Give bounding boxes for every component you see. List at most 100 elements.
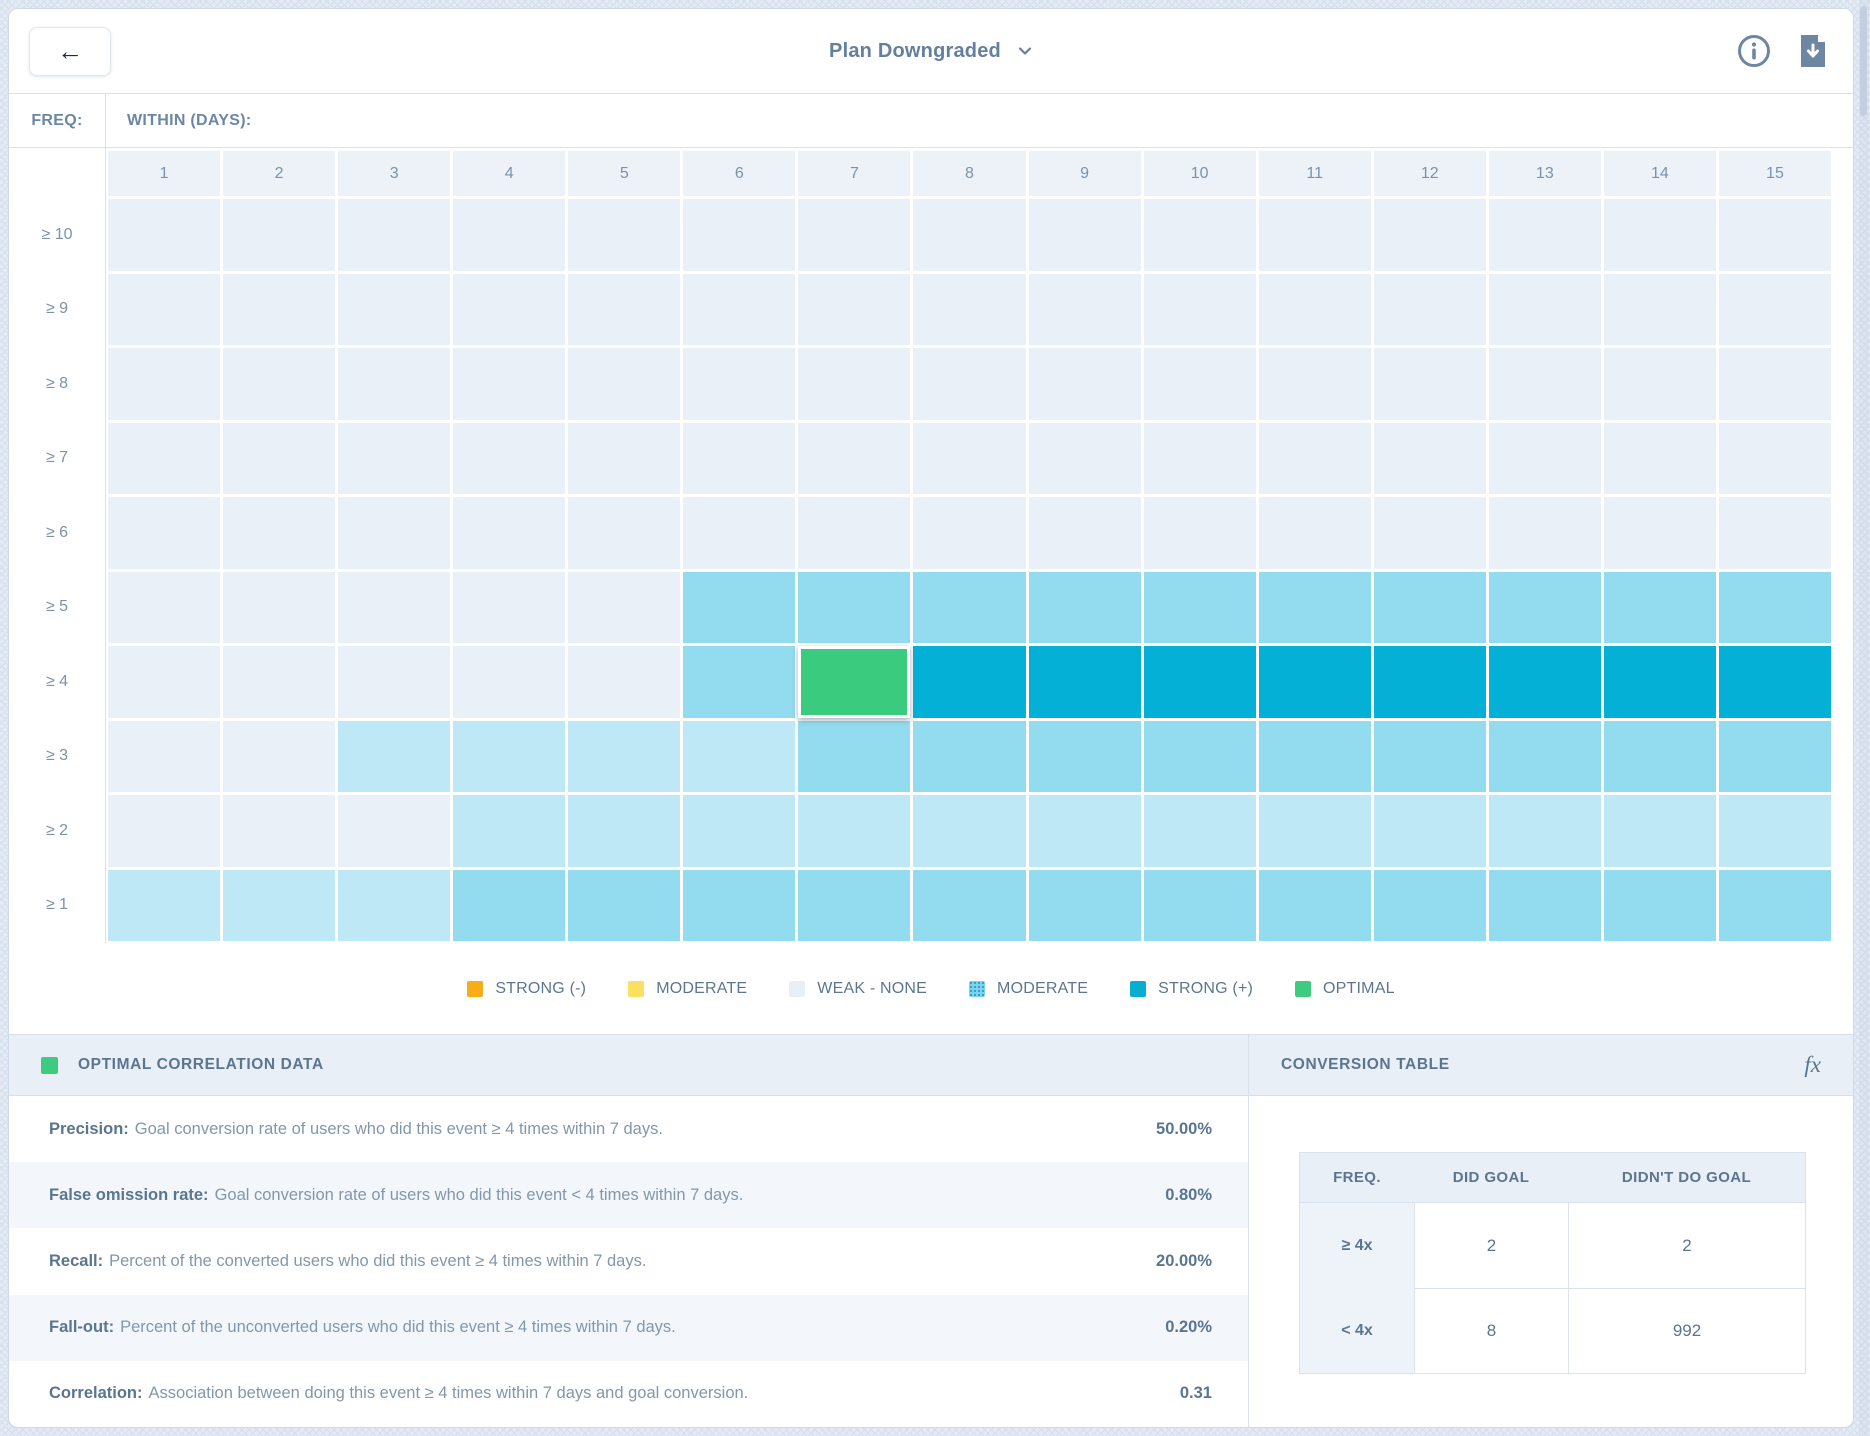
heatmap-cell[interactable] [1488, 571, 1601, 643]
heatmap-cell[interactable] [108, 273, 221, 345]
heatmap-cell[interactable] [1488, 720, 1601, 792]
heatmap-cell[interactable] [568, 199, 681, 271]
heatmap-cell[interactable] [453, 795, 566, 867]
heatmap-cell[interactable] [798, 348, 911, 420]
heatmap-cell[interactable] [1488, 795, 1601, 867]
heatmap-cell[interactable] [1143, 422, 1256, 494]
heatmap-cell[interactable] [338, 720, 451, 792]
heatmap-cell[interactable] [338, 795, 451, 867]
heatmap-cell[interactable] [1603, 273, 1716, 345]
heatmap-cell[interactable] [1258, 646, 1371, 718]
heatmap-cell[interactable] [1258, 795, 1371, 867]
heatmap-cell[interactable] [683, 422, 796, 494]
heatmap-cell[interactable] [338, 422, 451, 494]
heatmap-cell[interactable] [1143, 348, 1256, 420]
heatmap-cell[interactable] [913, 273, 1026, 345]
heatmap-cell[interactable] [1373, 869, 1486, 941]
heatmap-cell[interactable] [1718, 199, 1831, 271]
heatmap-cell[interactable] [223, 869, 336, 941]
heatmap-cell[interactable] [798, 571, 911, 643]
heatmap-cell[interactable] [108, 795, 221, 867]
heatmap-cell[interactable] [1373, 497, 1486, 569]
heatmap-cell[interactable] [568, 273, 681, 345]
heatmap-cell[interactable] [1143, 199, 1256, 271]
info-icon[interactable] [1737, 34, 1771, 68]
back-button[interactable]: ← [29, 27, 111, 76]
heatmap-cell[interactable] [568, 869, 681, 941]
heatmap-cell[interactable] [1028, 869, 1141, 941]
heatmap-cell[interactable] [223, 497, 336, 569]
heatmap-cell[interactable] [1143, 795, 1256, 867]
heatmap-cell[interactable] [223, 795, 336, 867]
heatmap-cell[interactable] [1718, 497, 1831, 569]
heatmap-cell[interactable] [798, 795, 911, 867]
heatmap-cell[interactable] [1603, 348, 1716, 420]
heatmap-cell[interactable] [913, 646, 1026, 718]
heatmap-cell[interactable] [798, 720, 911, 792]
formula-fx-icon[interactable]: fx [1804, 1052, 1821, 1077]
heatmap-cell[interactable] [1718, 273, 1831, 345]
heatmap-cell[interactable] [1143, 273, 1256, 345]
heatmap-cell[interactable] [108, 348, 221, 420]
heatmap-cell[interactable] [1028, 199, 1141, 271]
heatmap-cell[interactable] [1718, 720, 1831, 792]
heatmap-cell[interactable] [1718, 646, 1831, 718]
heatmap-cell[interactable] [1718, 422, 1831, 494]
heatmap-cell[interactable] [453, 348, 566, 420]
heatmap-cell[interactable] [1028, 422, 1141, 494]
heatmap-cell[interactable] [1258, 497, 1371, 569]
heatmap-cell[interactable] [1718, 571, 1831, 643]
heatmap-cell[interactable] [108, 199, 221, 271]
heatmap-cell[interactable] [1718, 348, 1831, 420]
heatmap-cell[interactable] [798, 199, 911, 271]
heatmap-cell[interactable] [1488, 348, 1601, 420]
heatmap-cell[interactable] [1258, 869, 1371, 941]
heatmap-cell[interactable] [1028, 795, 1141, 867]
heatmap-cell[interactable] [453, 199, 566, 271]
heatmap-cell[interactable] [338, 646, 451, 718]
heatmap-cell[interactable] [1143, 497, 1256, 569]
heatmap-cell[interactable] [1258, 348, 1371, 420]
heatmap-cell[interactable] [913, 795, 1026, 867]
heatmap-cell[interactable] [108, 422, 221, 494]
heatmap-cell[interactable] [1488, 199, 1601, 271]
heatmap-cell[interactable] [683, 497, 796, 569]
heatmap-cell[interactable] [223, 273, 336, 345]
heatmap-cell[interactable] [1488, 422, 1601, 494]
heatmap-cell[interactable] [338, 348, 451, 420]
heatmap-cell[interactable] [338, 199, 451, 271]
title-dropdown[interactable]: Plan Downgraded [9, 9, 1853, 93]
heatmap-cell[interactable] [1603, 869, 1716, 941]
heatmap-cell[interactable] [798, 869, 911, 941]
heatmap-cell[interactable] [1258, 422, 1371, 494]
heatmap-cell[interactable] [108, 869, 221, 941]
heatmap-cell[interactable] [913, 720, 1026, 792]
heatmap-cell[interactable] [1028, 571, 1141, 643]
heatmap-cell[interactable] [1373, 646, 1486, 718]
heatmap-cell[interactable] [453, 571, 566, 643]
heatmap-cell[interactable] [798, 497, 911, 569]
heatmap-cell[interactable] [453, 646, 566, 718]
heatmap-cell[interactable] [1373, 422, 1486, 494]
heatmap-cell[interactable] [223, 571, 336, 643]
heatmap-cell[interactable] [1143, 869, 1256, 941]
heatmap-cell[interactable] [108, 497, 221, 569]
heatmap-cell[interactable] [1488, 646, 1601, 718]
heatmap-cell[interactable] [913, 869, 1026, 941]
heatmap-cell[interactable] [1603, 646, 1716, 718]
heatmap-cell[interactable] [1258, 273, 1371, 345]
heatmap-cell[interactable] [1603, 795, 1716, 867]
heatmap-cell[interactable] [683, 571, 796, 643]
heatmap-cell[interactable] [913, 348, 1026, 420]
heatmap-cell[interactable] [223, 720, 336, 792]
heatmap-cell[interactable] [683, 720, 796, 792]
heatmap-cell[interactable] [1373, 720, 1486, 792]
heatmap-cell[interactable] [223, 646, 336, 718]
heatmap-cell[interactable] [913, 422, 1026, 494]
heatmap-cell[interactable] [453, 720, 566, 792]
heatmap-cell[interactable] [913, 571, 1026, 643]
heatmap-cell[interactable] [1488, 869, 1601, 941]
heatmap-cell[interactable] [453, 273, 566, 345]
heatmap-cell[interactable] [1143, 646, 1256, 718]
heatmap-cell[interactable] [108, 720, 221, 792]
